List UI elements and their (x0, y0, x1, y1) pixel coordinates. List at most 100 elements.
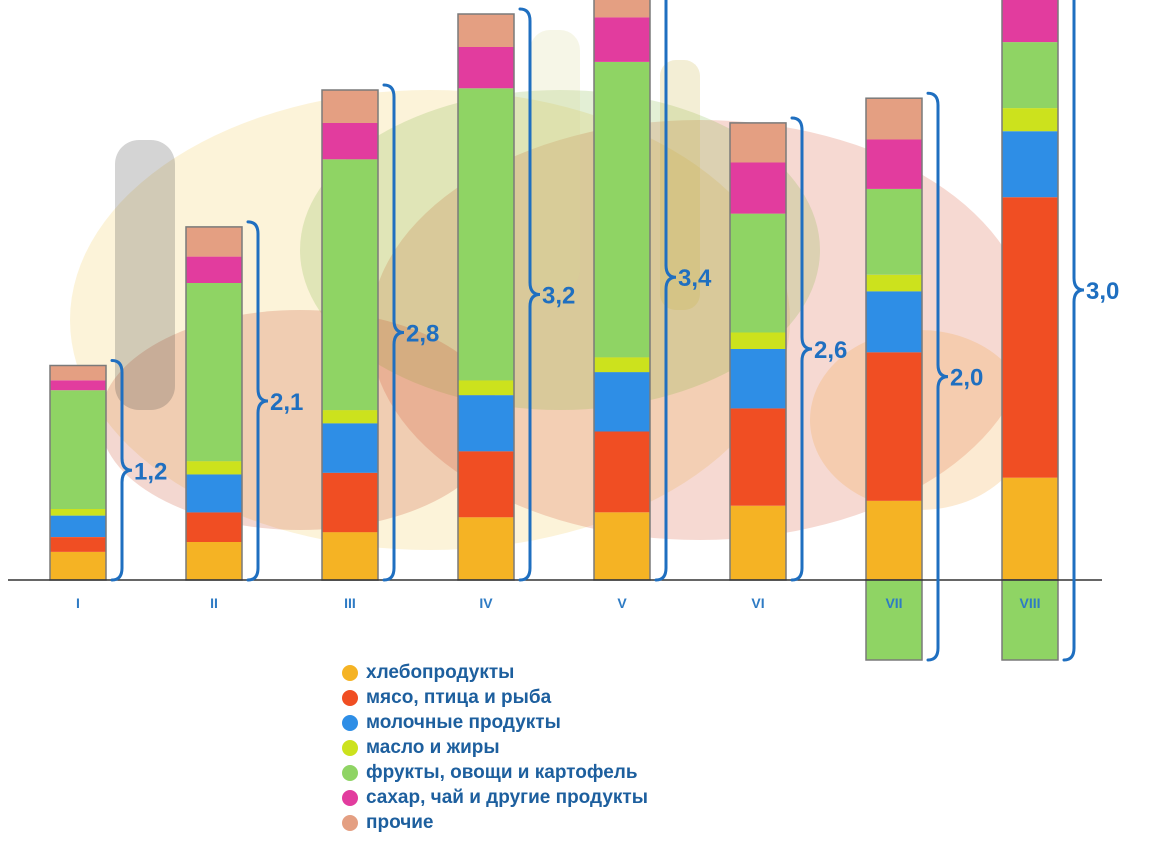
bar-segment-III-2 (322, 423, 378, 473)
bar-segment-I-4 (50, 390, 106, 509)
bar-segment-VII-0 (866, 500, 922, 580)
legend-label: масло и жиры (366, 736, 500, 758)
legend-marker-icon (342, 789, 358, 806)
brace-VIII (1062, 0, 1085, 662)
bar-segment-I-6 (50, 365, 106, 381)
bar-segment-VIII-0 (1002, 477, 1058, 580)
bar-segment-III-0 (322, 532, 378, 580)
bar-segment-VI-4 (730, 213, 786, 333)
legend-item-0: хлебопродукты (342, 660, 648, 685)
bar-segment-IV-2 (458, 395, 514, 452)
bar-segment-VIII-5 (1002, 0, 1058, 43)
total-label-II: 2,1 (270, 389, 303, 416)
bar-extension-VIII (1001, 579, 1059, 661)
bar-segment-V-1 (594, 431, 650, 513)
bar-segment-V-3 (594, 357, 650, 373)
bar-segment-VI-1 (730, 408, 786, 506)
legend-item-5: сахар, чай и другие продукты (342, 785, 648, 810)
bar-segment-I-3 (50, 509, 106, 516)
bar-segment-I-1 (50, 537, 106, 552)
bar-segment-V-0 (594, 512, 650, 580)
bar-segment-VII-6 (866, 98, 922, 140)
x-axis-ticks: I II III IV V VI VII VIII (76, 595, 1040, 611)
total-braces: 1,2 2,1 2,8 3,2 3,4 2,6 2,0 3,0 (110, 0, 1119, 662)
bar-segment-III-3 (322, 410, 378, 424)
bar-segment-II-3 (186, 461, 242, 475)
x-tick-label-V: V (617, 595, 627, 611)
total-label-IV: 3,2 (542, 283, 575, 310)
bar-segment-IV-3 (458, 380, 514, 396)
x-tick-label-II: II (210, 595, 218, 611)
bar-group-V (593, 0, 651, 581)
bar-segment-II-0 (186, 542, 242, 580)
bar-segment-V-6 (594, 0, 650, 18)
total-label-V: 3,4 (678, 265, 712, 292)
bar-segment-VI-5 (730, 162, 786, 214)
x-tick-label-VI: VI (751, 595, 764, 611)
bar-segment-VII-5 (866, 139, 922, 189)
bar-segment-II-1 (186, 512, 242, 542)
legend-label: сахар, чай и другие продукты (366, 786, 648, 808)
legend-item-4: фрукты, овощи и картофель (342, 760, 648, 785)
bar-segment-VI-3 (730, 332, 786, 349)
bar-extension-VII (865, 579, 923, 661)
x-tick-label-I: I (76, 595, 80, 611)
bar-segment-VIII-4 (1002, 42, 1058, 109)
x-tick-label-VIII: VIII (1019, 595, 1040, 611)
x-tick-label-IV: IV (479, 595, 493, 611)
bar-segment-II-2 (186, 474, 242, 513)
legend: хлебопродукты мясо, птица и рыба молочные … (342, 660, 648, 835)
legend-item-3: масло и жиры (342, 735, 648, 760)
bar-segment-V-5 (594, 17, 650, 62)
bar-segment-VI-6 (730, 122, 786, 163)
legend-marker-icon (342, 764, 358, 781)
bar-segment-VII-2 (866, 291, 922, 353)
bar-segment-V-4 (594, 61, 650, 358)
bar-segment-I-5 (50, 380, 106, 391)
bar-segment-VII-1 (866, 352, 922, 501)
bar-group-III (321, 89, 379, 581)
brace-V (654, 0, 677, 582)
total-label-I: 1,2 (134, 458, 167, 485)
brace-III (382, 83, 405, 582)
legend-marker-icon (342, 714, 358, 731)
bar-segment-I-2 (50, 515, 106, 537)
x-tick-label-VII: VII (885, 595, 902, 611)
bar-group-I (49, 364, 107, 581)
bar-segment-VI-2 (730, 349, 786, 409)
legend-marker-icon (342, 689, 358, 706)
bar-segment-IV-4 (458, 88, 514, 381)
bar-segment-VII-4 (866, 188, 922, 275)
bar-segment-II-6 (186, 226, 242, 257)
total-label-VII: 2,0 (950, 365, 983, 392)
legend-marker-icon (342, 664, 358, 681)
bar-segment-IV-1 (458, 451, 514, 518)
total-label-VIII: 3,0 (1086, 278, 1119, 305)
bar-group-VI (729, 122, 787, 581)
brace-I (110, 359, 133, 582)
bar-segment-I-0 (50, 552, 106, 581)
bar-segment-V-2 (594, 372, 650, 432)
bar-segment-II-5 (186, 256, 242, 283)
legend-marker-icon (342, 739, 358, 756)
legend-label: молочные продукты (366, 711, 561, 733)
brace-VII (926, 91, 949, 662)
total-label-VI: 2,6 (814, 337, 847, 364)
bar-group-VIII (1001, 0, 1059, 661)
bar-segment-III-1 (322, 472, 378, 533)
brace-VI (790, 116, 813, 582)
legend-item-2: молочные продукты (342, 710, 648, 735)
bar-segment-VII-3 (866, 274, 922, 292)
brace-IV (518, 7, 541, 582)
legend-label: хлебопродукты (366, 661, 515, 683)
legend-label: мясо, птица и рыба (366, 686, 552, 708)
bar-segment-III-5 (322, 123, 378, 160)
brace-II (246, 220, 269, 582)
bar-segment-IV-6 (458, 14, 514, 47)
x-tick-label-III: III (344, 595, 356, 611)
bar-segment-VIII-1 (1002, 197, 1058, 478)
bar-group-IV (457, 13, 515, 581)
bar-segment-III-4 (322, 159, 378, 411)
bar-segment-VI-0 (730, 505, 786, 581)
